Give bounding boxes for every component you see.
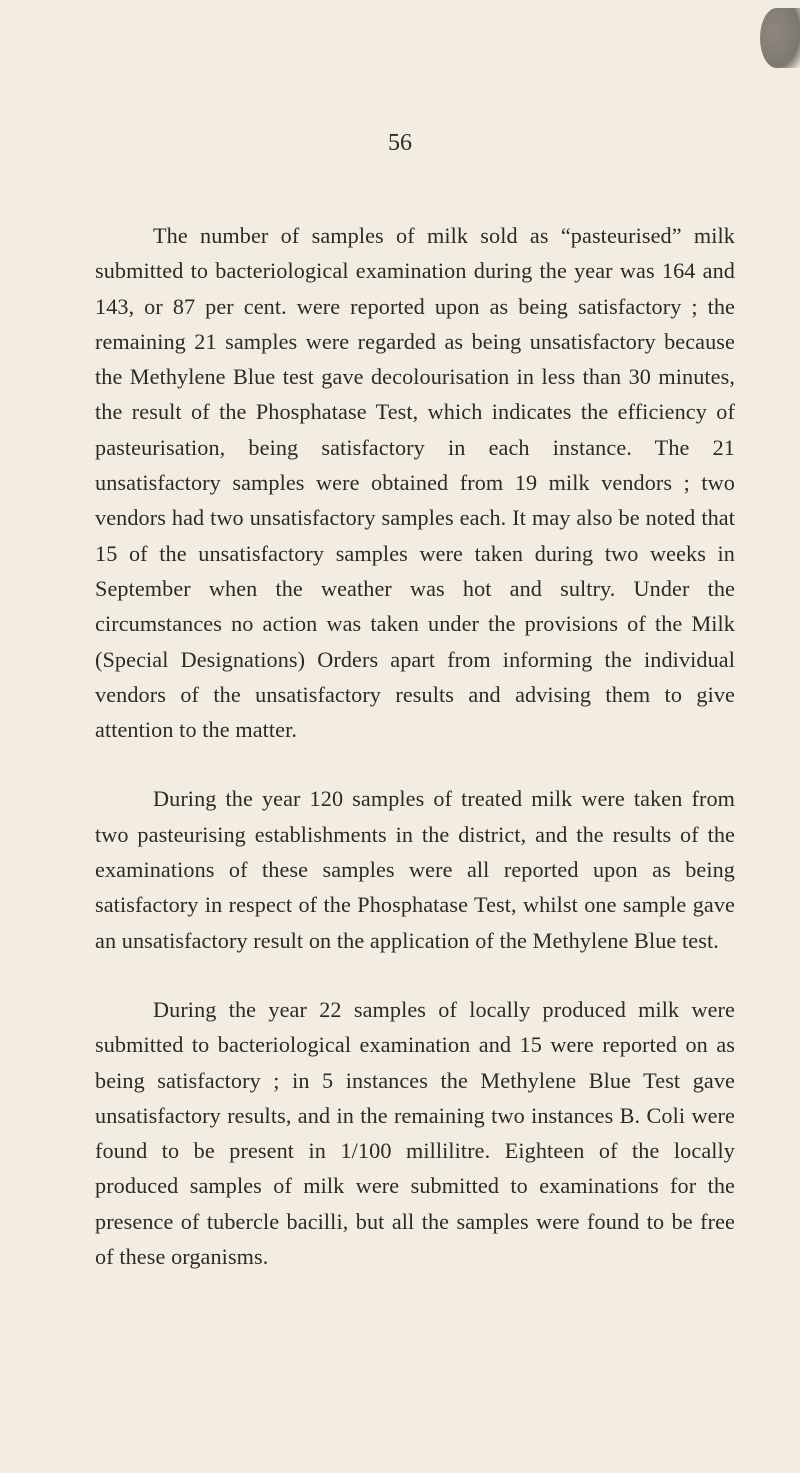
paragraph-1: The number of samples of milk sold as “p… [95,218,735,747]
page-corner-shadow [760,8,800,68]
paragraph-2: During the year 120 samples of treated m… [95,781,735,957]
paragraph-3: During the year 22 samples of locally pr… [95,992,735,1274]
page-number: 56 [0,130,800,157]
document-page: 56 The number of samples of milk sold as… [0,0,800,1473]
body-text: The number of samples of milk sold as “p… [95,218,735,1308]
